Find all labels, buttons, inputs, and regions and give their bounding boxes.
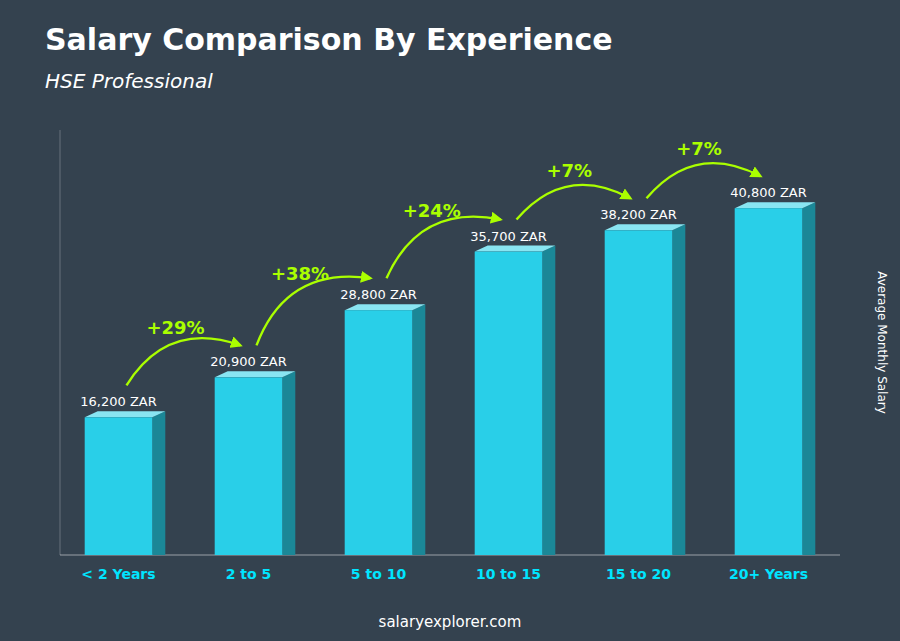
x-axis xyxy=(60,555,840,556)
change-arrow xyxy=(387,217,501,279)
y-axis-label: Average Monthly Salary xyxy=(875,271,889,414)
data-label: 35,700 ZAR xyxy=(470,229,546,244)
bar-top xyxy=(215,371,296,377)
data-label: 16,200 ZAR xyxy=(80,394,156,409)
x-tick-label: 15 to 20 xyxy=(606,566,671,582)
change-arrow xyxy=(517,185,631,220)
bar xyxy=(85,417,153,555)
chart: Salary Comparison By Experience HSE Profe… xyxy=(0,0,900,641)
change-arrow xyxy=(127,338,241,385)
bar-top xyxy=(345,304,426,310)
annotation: +29% xyxy=(146,317,204,338)
x-tick-label: 20+ Years xyxy=(729,566,808,582)
y-axis xyxy=(60,130,61,555)
annotation: +7% xyxy=(676,138,722,159)
footer: salaryexplorer.com xyxy=(379,613,522,631)
bar xyxy=(345,310,413,555)
annotation: +7% xyxy=(546,160,592,181)
subtitle: HSE Professional xyxy=(45,69,213,93)
change-arrow xyxy=(647,163,761,198)
bar-top xyxy=(735,202,816,208)
data-label: 20,900 ZAR xyxy=(210,354,286,369)
x-tick-label: 10 to 15 xyxy=(476,566,541,582)
bar-side xyxy=(542,246,555,555)
bar-side xyxy=(412,304,425,555)
bar xyxy=(215,377,283,555)
bar-top xyxy=(85,411,166,417)
background xyxy=(0,0,900,641)
title: Salary Comparison By Experience xyxy=(45,22,613,57)
bar-top xyxy=(475,246,556,252)
data-label: 40,800 ZAR xyxy=(730,185,806,200)
change-arrow xyxy=(257,277,371,346)
bars xyxy=(85,202,816,555)
bar-top xyxy=(605,224,686,230)
bar xyxy=(605,230,673,555)
data-label: 28,800 ZAR xyxy=(340,287,416,302)
bar xyxy=(475,252,543,555)
x-tick-label: 2 to 5 xyxy=(226,566,272,582)
x-tick-label: 5 to 10 xyxy=(351,566,407,582)
annotation: +38% xyxy=(271,263,329,284)
bar-side xyxy=(152,411,165,555)
bar xyxy=(735,208,803,555)
bar-side xyxy=(282,371,295,555)
annotation: +24% xyxy=(403,200,461,221)
bar-side xyxy=(802,202,815,555)
x-tick-label: < 2 Years xyxy=(81,566,155,582)
bar-side xyxy=(672,224,685,555)
data-label: 38,200 ZAR xyxy=(600,207,676,222)
